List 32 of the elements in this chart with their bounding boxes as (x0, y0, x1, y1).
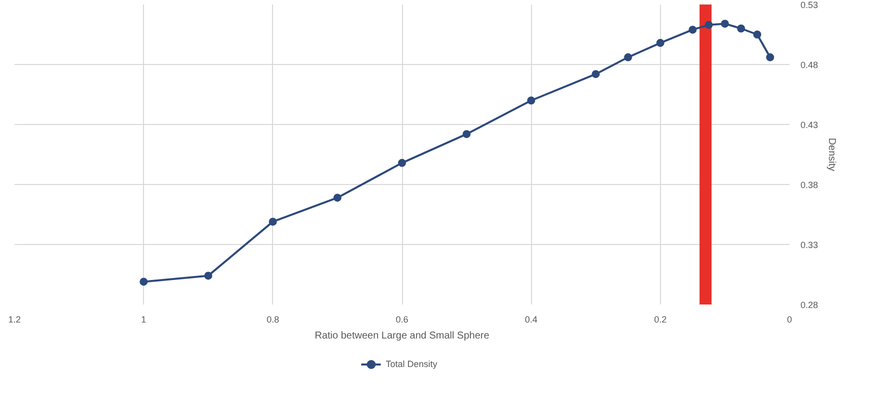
point (688, 26, 697, 34)
point (592, 70, 600, 78)
point (624, 53, 632, 62)
x-tick-label: 0.6 (396, 314, 408, 324)
point (140, 278, 148, 286)
point (462, 130, 471, 138)
point (268, 218, 277, 226)
x-tick-label: 0.2 (654, 314, 667, 324)
y2-tick-label: 0.28 (800, 300, 818, 310)
point (527, 96, 536, 104)
x-axis-title: Ratio between Large and Small Sphere (314, 330, 490, 342)
x-tick-label: 0 (786, 314, 792, 324)
legend-label: Total Density (386, 359, 438, 369)
point (766, 53, 774, 62)
point (656, 38, 664, 47)
y2-tick-label: 0.38 (800, 180, 818, 190)
y2-tick-label: 0.53 (800, 0, 818, 10)
point (753, 30, 762, 38)
y2-tick-label: 0.33 (800, 240, 818, 250)
x-tick-label: 0.4 (524, 314, 538, 324)
x-tick-label: 1 (141, 314, 146, 324)
point (204, 272, 212, 280)
x-tick-label: 0.8 (266, 314, 280, 324)
y2-tick-label: 0.48 (800, 60, 818, 70)
y2-axis-title: Density (826, 138, 838, 172)
point (333, 194, 342, 202)
x-tick-label: 1.2 (8, 314, 21, 324)
point (720, 20, 729, 28)
point (737, 24, 746, 32)
y2-tick-label: 0.43 (800, 120, 818, 130)
point (704, 20, 713, 29)
point (398, 158, 406, 167)
